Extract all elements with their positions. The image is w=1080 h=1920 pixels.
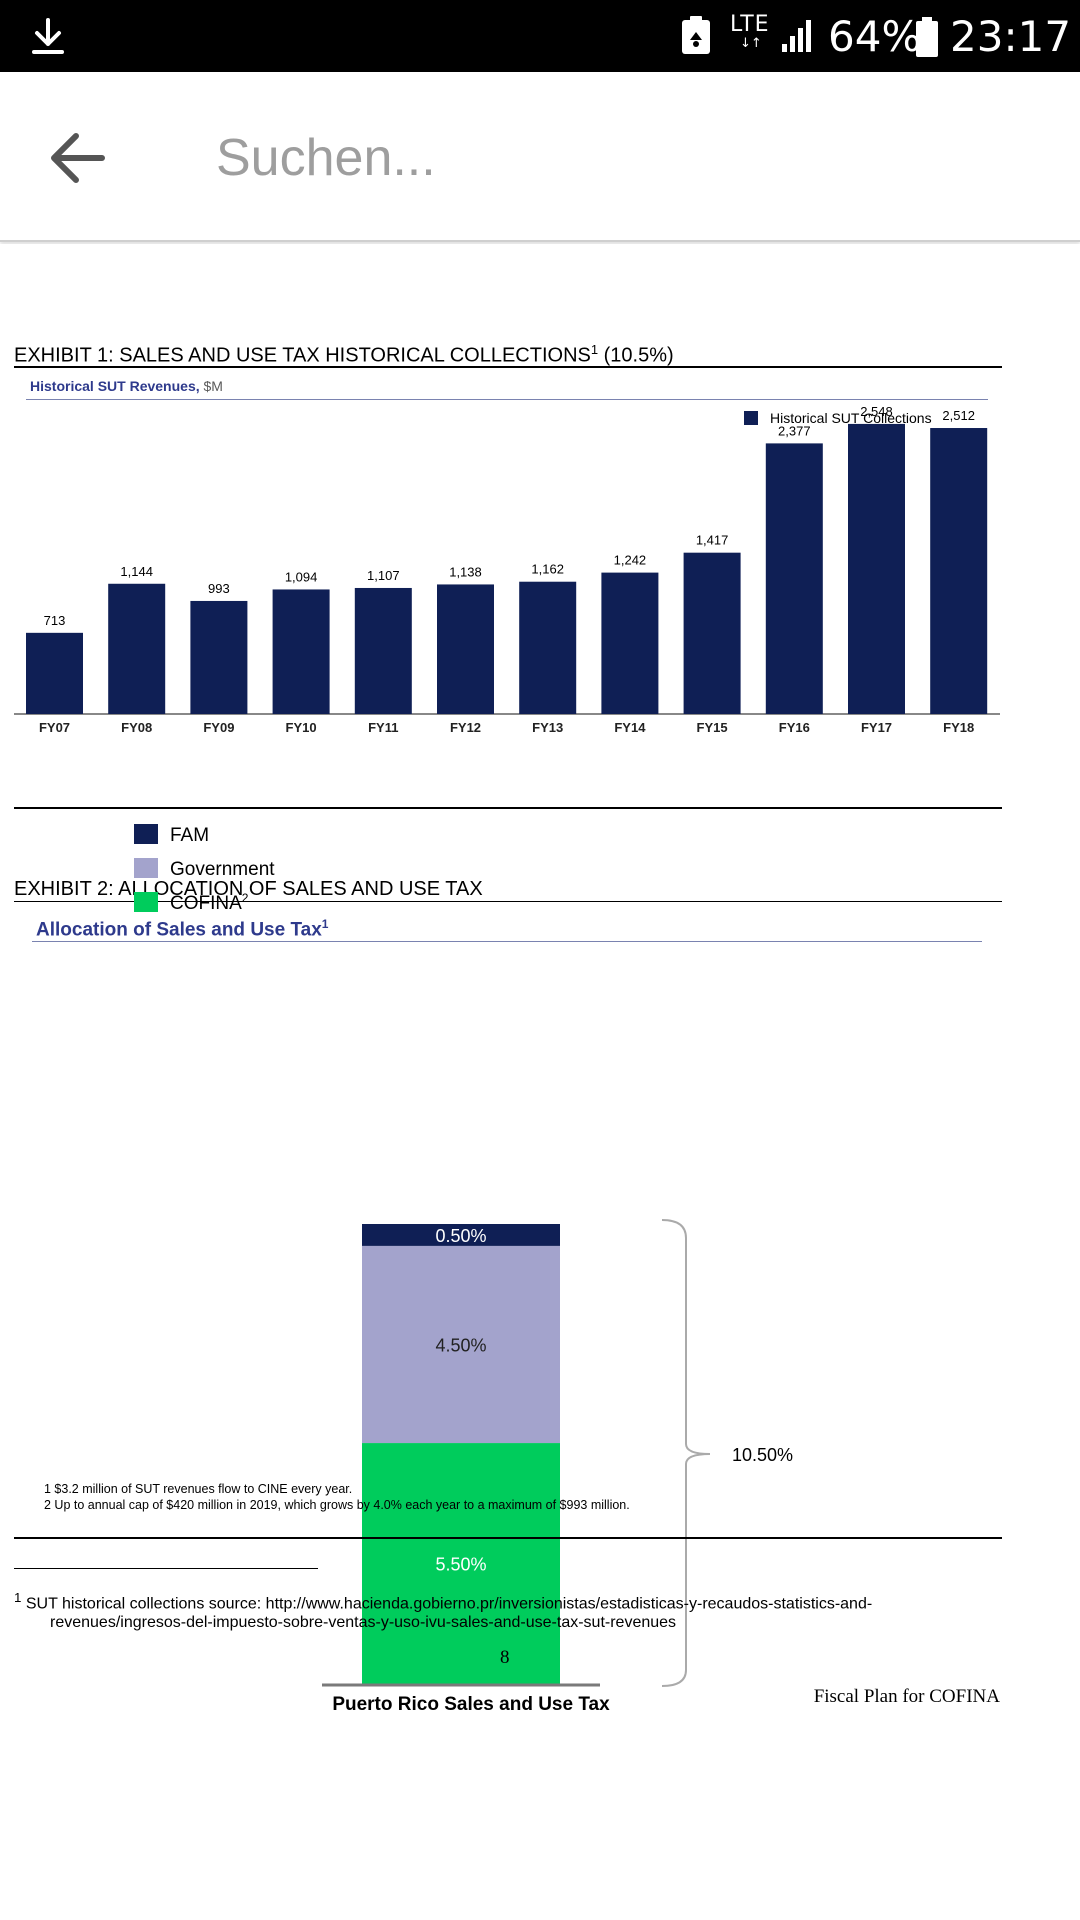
legend-swatch-fam <box>134 824 158 844</box>
bar-fy18 <box>930 428 988 714</box>
bar-fy12 <box>437 584 494 714</box>
x-tick-label: FY15 <box>697 720 728 735</box>
bar-fy08 <box>108 583 166 714</box>
x-tick-label: FY14 <box>614 720 646 735</box>
exhibit1-subtitle-text: Historical SUT Revenues, <box>30 378 200 394</box>
exhibit1-title-sup: 1 <box>590 342 599 357</box>
exhibit2-bottom-rule <box>14 1537 1002 1539</box>
x-tick-label: FY08 <box>121 720 152 735</box>
total-brace <box>661 1219 711 1687</box>
recycle-icon <box>682 16 710 54</box>
legend-label-government: Government <box>170 859 275 880</box>
segment-fam <box>362 1224 560 1246</box>
bar-fy11 <box>354 587 412 714</box>
status-bar: LTE ↓↑ 64% 23:17 <box>0 0 1080 72</box>
allocation-stacked-chart: 5.50% 4.50% 0.50% Puerto Rico Sales and Use… <box>134 824 793 1714</box>
bar-value-label: 713 <box>44 613 66 628</box>
exhibit2-subtitle-rule <box>32 941 982 942</box>
exhibit2-subtitle: Allocation of Sales and Use Tax1 <box>36 917 328 941</box>
footnote-marker: 1 <box>14 1590 22 1605</box>
bar-value-label: 993 <box>208 581 230 596</box>
exhibit2-title: EXHIBIT 2: ALLOCATION OF SALES AND USE T… <box>14 878 483 900</box>
segment-label-government: 4.50% <box>435 1335 486 1355</box>
bar-value-label: 1,242 <box>614 553 647 568</box>
exhibit1-subtitle-unit: $M <box>203 378 223 394</box>
footnote-line2[interactable]: revenues/ingresos-del-impuesto-sobre-ven… <box>50 1614 677 1632</box>
back-arrow-icon[interactable] <box>50 132 106 184</box>
document-page[interactable]: EXHIBIT 1: SALES AND USE TAX HISTORICAL … <box>0 244 1080 1920</box>
x-tick-label: FY13 <box>532 720 563 735</box>
bar-fy14 <box>601 572 659 714</box>
segment-label-cofina: 5.50% <box>435 1555 486 1575</box>
exhibit2-subtitle-sup: 1 <box>321 917 329 931</box>
legend-label-fam: FAM <box>170 825 209 846</box>
footnote-line1[interactable]: SUT historical collections source: http:… <box>25 1595 873 1613</box>
exhibit2-top-rule <box>14 901 1002 902</box>
legend-swatch-cofina <box>134 892 158 912</box>
document-footer: Fiscal Plan for COFINA <box>813 1686 1000 1707</box>
segment-label-fam: 0.50% <box>435 1226 486 1246</box>
x-tick-label: FY11 <box>368 720 398 735</box>
search-input[interactable] <box>216 118 1016 198</box>
bar-value-label: 2,548 <box>860 404 893 419</box>
x-tick-label: FY16 <box>779 720 810 735</box>
bar-value-label: 2,512 <box>942 408 975 423</box>
exhibit2-subtitle-text: Allocation of Sales and Use Tax <box>36 919 322 941</box>
battery-icon <box>916 17 938 57</box>
segment-government <box>362 1245 560 1444</box>
bar-value-label: 1,417 <box>696 533 729 548</box>
bar-value-label: 1,094 <box>285 569 318 584</box>
bar-value-label: 1,144 <box>120 564 153 579</box>
x-tick-label: FY18 <box>943 720 974 735</box>
x-tick-label: FY09 <box>203 720 234 735</box>
bar-fy13 <box>519 581 577 714</box>
exhibit1-title-suffix: (10.5%) <box>598 344 674 367</box>
sut-bar-chart: 713 FY07 1,144 FY08 993 FY09 1,094 FY10 1,107 FY1… <box>14 404 1000 735</box>
legend-swatch-sut <box>744 411 758 425</box>
bar-fy16 <box>765 443 823 714</box>
x-tick-label: FY07 <box>39 720 70 735</box>
battery-percent: 64% <box>828 12 922 61</box>
search-bar <box>0 72 1080 242</box>
legend-sup-cofina: 2 <box>242 891 249 905</box>
legend-swatch-government <box>134 858 158 878</box>
legend-label-cofina: COFINA2 <box>170 891 249 914</box>
x-tick-label: FY17 <box>861 720 892 735</box>
bar-value-label: 1,162 <box>531 562 564 577</box>
network-activity-arrows: ↓↑ <box>740 36 762 51</box>
x-tick-label: FY10 <box>286 720 317 735</box>
bar-fy17 <box>848 423 905 714</box>
bar-value-label: 1,138 <box>449 564 482 579</box>
exhibit1-top-rule <box>14 366 1002 368</box>
x-tick-label: FY12 <box>450 720 481 735</box>
signal-icon <box>782 20 811 52</box>
legend-label-sut: Historical SUT Collections <box>770 410 932 426</box>
note-2: 2 Up to annual cap of $420 million in 20… <box>44 1498 630 1512</box>
footnote-1: 1 SUT historical collections source: htt… <box>14 1588 994 1632</box>
bar-fy09 <box>190 600 248 714</box>
exhibit1-subtitle: Historical SUT Revenues, $M <box>30 378 223 394</box>
page-number: 8 <box>500 1647 510 1668</box>
stack-x-label: Puerto Rico Sales and Use Tax <box>332 1694 610 1714</box>
note-1: 1 $3.2 million of SUT revenues flow to C… <box>44 1482 353 1496</box>
segment-cofina <box>362 1443 560 1684</box>
bar-fy15 <box>683 552 741 714</box>
exhibit1-title: EXHIBIT 1: SALES AND USE TAX HISTORICAL … <box>14 342 674 368</box>
bar-value-label: 2,377 <box>778 423 811 438</box>
bar-fy10 <box>272 589 330 714</box>
exhibit1-subtitle-rule <box>26 399 988 400</box>
total-label: 10.50% <box>732 1445 793 1465</box>
clock: 23:17 <box>950 12 1072 61</box>
footnote-rule <box>14 1568 318 1569</box>
network-type: LTE <box>730 12 770 37</box>
bar-value-label: 1,107 <box>367 568 400 583</box>
exhibit1-bottom-rule <box>14 807 1002 809</box>
bar-fy07 <box>26 632 83 714</box>
download-icon[interactable] <box>28 16 68 56</box>
exhibit1-title-text: EXHIBIT 1: SALES AND USE TAX HISTORICAL … <box>14 344 591 367</box>
